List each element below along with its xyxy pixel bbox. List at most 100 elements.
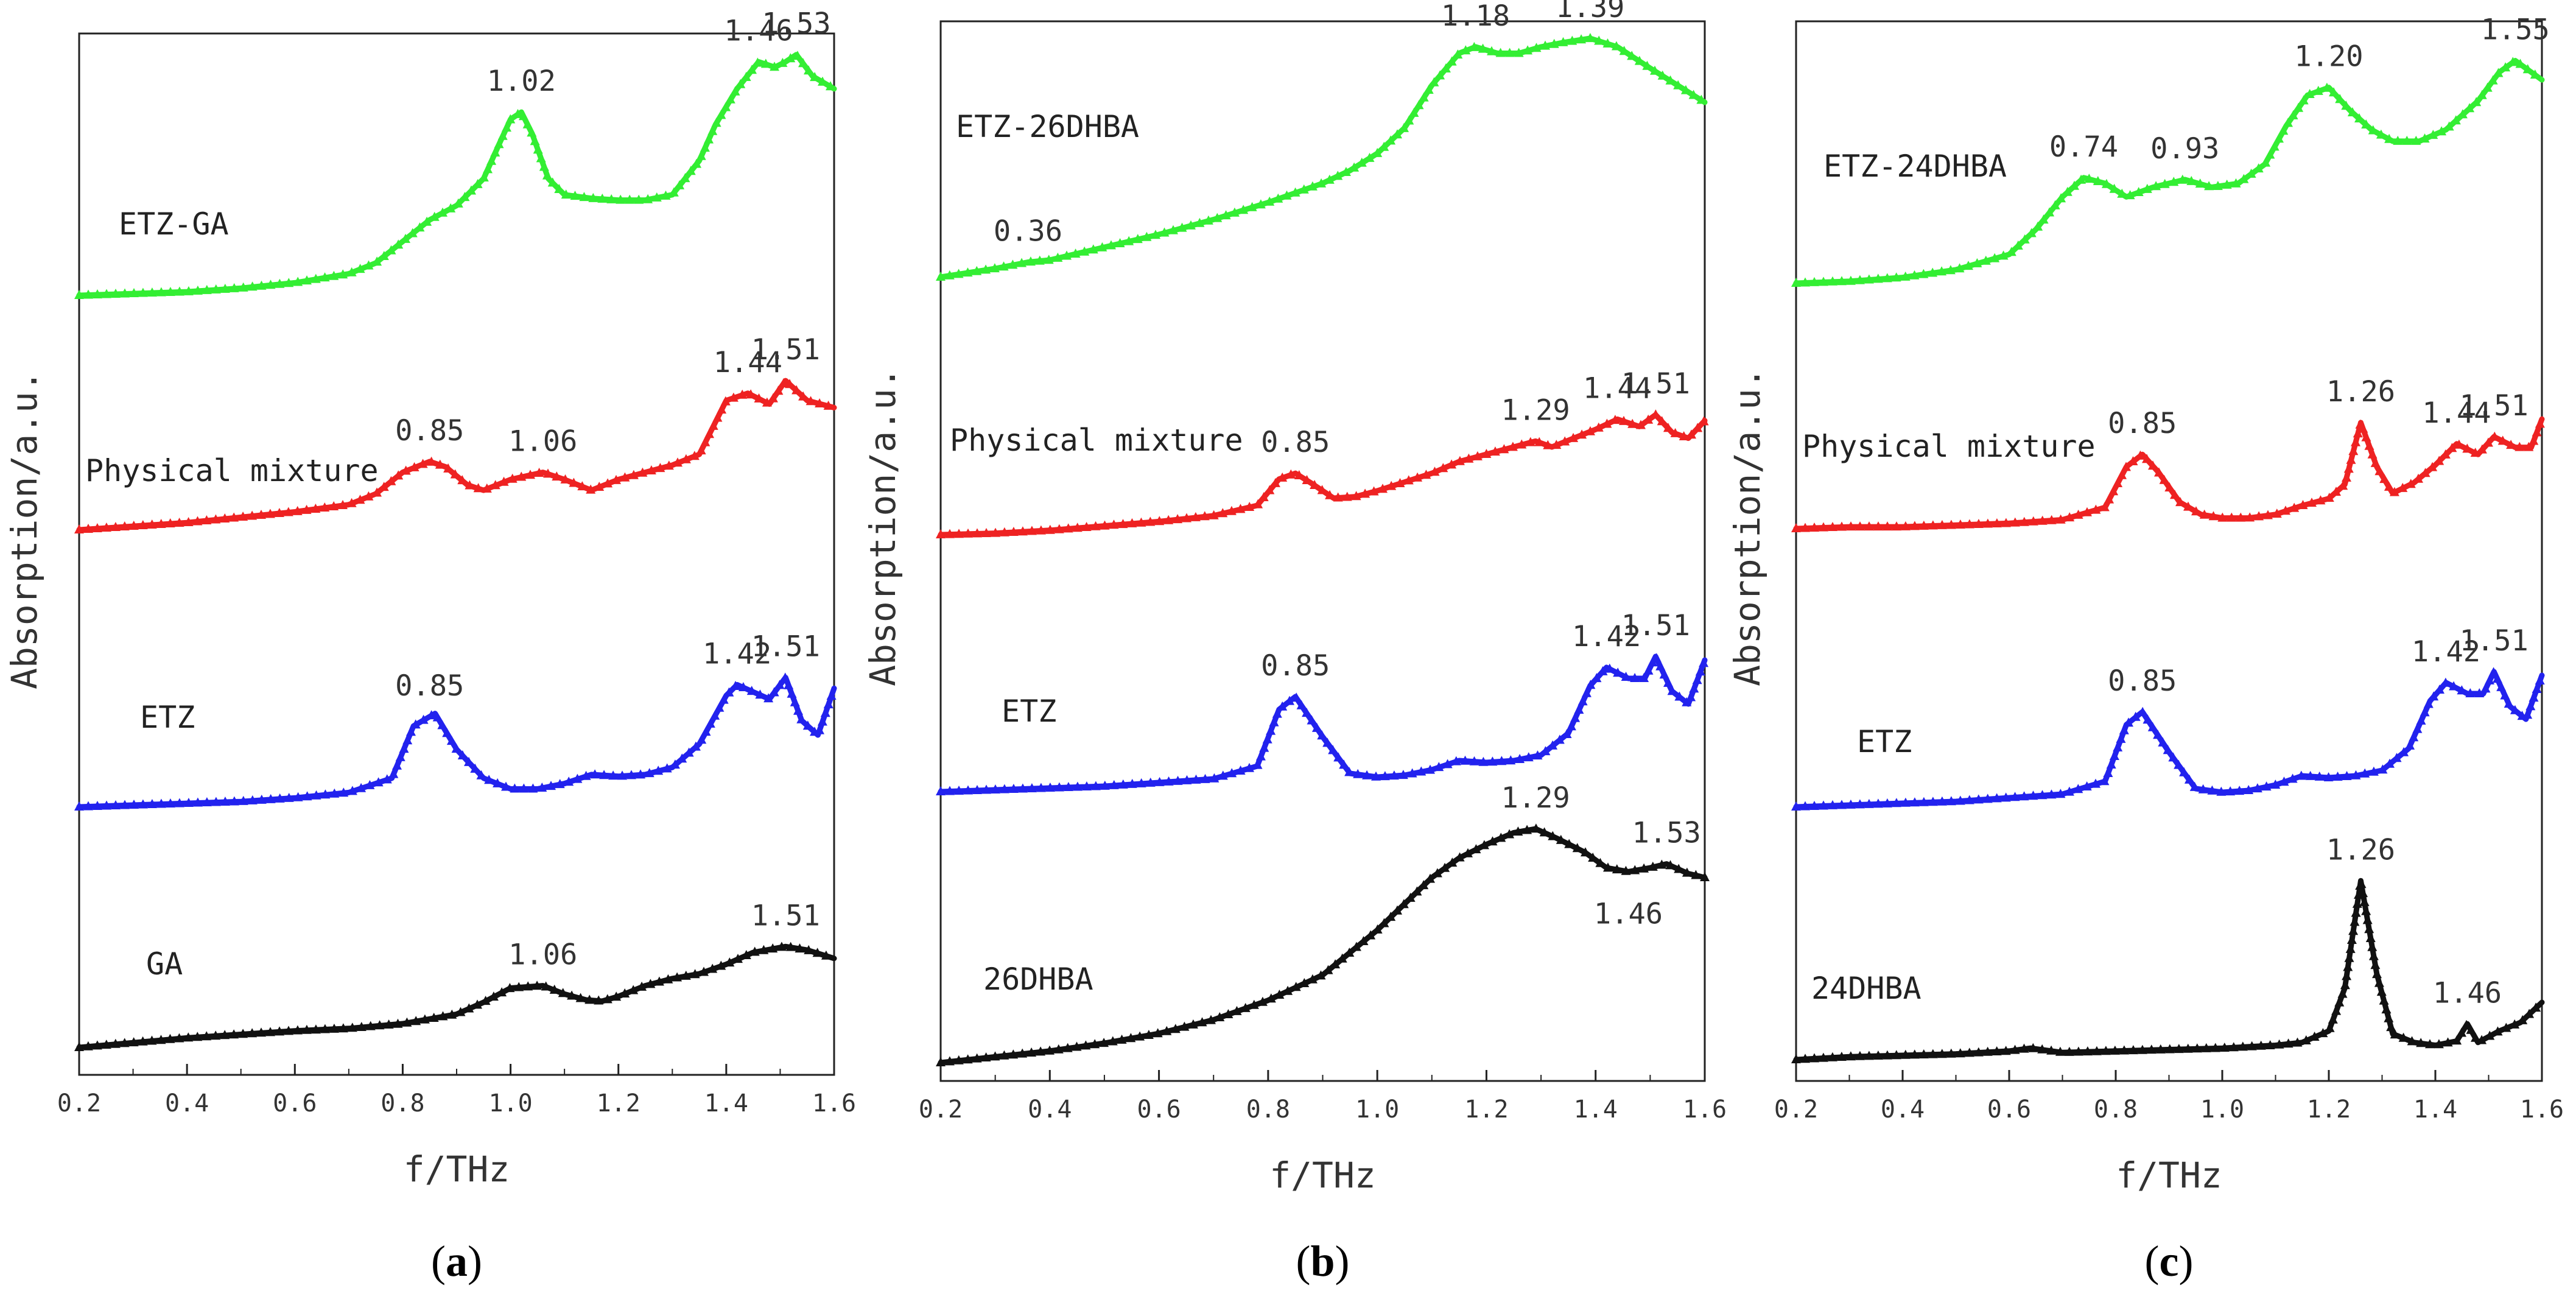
data-marker [2309, 1032, 2320, 1041]
data-marker [1451, 756, 1461, 765]
data-marker [2356, 879, 2367, 889]
data-marker [482, 483, 492, 493]
x-tick-label: 1.4 [2413, 1096, 2457, 1124]
x-tick-label: 1.2 [1464, 1096, 1508, 1124]
data-marker [2287, 773, 2298, 783]
data-marker [1266, 993, 1276, 1003]
data-marker [2315, 495, 2326, 505]
data-marker [102, 800, 111, 810]
data-marker [1232, 1005, 1242, 1015]
data-marker [1127, 518, 1137, 527]
data-marker [1613, 667, 1623, 677]
data-marker [2361, 906, 2371, 915]
data-marker [728, 392, 739, 402]
data-marker [755, 689, 765, 699]
data-marker [1351, 941, 1361, 951]
series-24dhba: 24DHBA 1.26 1.46 [1791, 833, 2545, 1063]
data-marker [1873, 521, 1883, 531]
peak-label: 0.74 [2049, 130, 2118, 164]
data-marker [738, 682, 748, 691]
data-marker [1307, 974, 1318, 984]
data-marker [1937, 1049, 1947, 1058]
data-marker [183, 286, 194, 295]
data-marker [192, 1032, 203, 1041]
data-marker [1673, 80, 1683, 90]
data-marker [2343, 962, 2353, 971]
x-tick-label: 0.6 [273, 1089, 317, 1117]
series-label: ETZ [140, 700, 195, 735]
data-marker [1460, 755, 1470, 765]
data-marker [1487, 756, 1498, 766]
data-marker [2440, 677, 2451, 687]
data-marker [2142, 454, 2152, 463]
data-marker [2069, 180, 2079, 190]
data-marker [2019, 791, 2029, 801]
data-marker [1680, 85, 1691, 94]
data-marker [1657, 416, 1667, 426]
data-marker [1909, 797, 1920, 807]
data-marker [1395, 478, 1405, 487]
data-marker [1634, 55, 1644, 65]
data-marker [472, 999, 482, 1009]
data-marker [1151, 230, 1160, 239]
data-marker [2470, 448, 2480, 457]
data-marker [1392, 905, 1402, 915]
data-marker [733, 954, 743, 963]
data-marker [954, 786, 964, 795]
data-marker [1182, 513, 1191, 523]
data-marker [1389, 770, 1399, 780]
data-marker [669, 187, 679, 197]
data-marker [1564, 839, 1574, 848]
series-label: ETZ-GA [119, 206, 229, 242]
data-marker [2056, 193, 2066, 203]
data-marker [525, 470, 535, 479]
data-marker [2281, 505, 2290, 515]
data-marker [2368, 766, 2379, 776]
data-marker [802, 720, 813, 730]
data-marker [1223, 1009, 1234, 1018]
data-marker [2247, 1041, 2257, 1050]
data-marker [494, 139, 504, 149]
data-marker [680, 173, 690, 183]
data-marker [953, 1055, 964, 1064]
data-marker [2237, 1041, 2248, 1051]
data-marker [1621, 672, 1631, 681]
data-marker [689, 451, 700, 460]
data-marker [1339, 759, 1349, 769]
data-marker [1873, 798, 1883, 808]
data-marker [611, 991, 622, 1001]
data-marker [705, 718, 715, 728]
data-marker [1053, 252, 1063, 262]
data-marker [507, 473, 518, 483]
data-marker [2151, 181, 2161, 191]
data-marker [2082, 1046, 2093, 1056]
data-marker [1543, 440, 1553, 449]
data-marker [2124, 717, 2133, 727]
data-marker [626, 770, 636, 779]
data-marker [1369, 486, 1379, 496]
data-marker [1665, 860, 1676, 870]
data-marker [2254, 511, 2264, 521]
data-marker [561, 189, 571, 199]
data-marker [2522, 64, 2533, 74]
data-marker [1619, 415, 1629, 425]
data-marker [202, 797, 212, 806]
data-marker [1455, 852, 1465, 862]
data-marker [1659, 669, 1669, 679]
data-marker [1244, 762, 1254, 772]
data-marker [2374, 977, 2384, 987]
data-marker [1398, 770, 1408, 779]
data-marker [1342, 491, 1352, 501]
data-marker [402, 735, 413, 745]
data-marker [1238, 205, 1249, 214]
data-marker [1173, 775, 1183, 785]
data-marker [1062, 1043, 1073, 1052]
data-marker [2325, 1022, 2335, 1032]
peak-label: 0.36 [994, 215, 1062, 248]
data-marker [2420, 707, 2430, 717]
peak-label: 1.29 [1501, 393, 1570, 427]
data-marker [1463, 848, 1473, 857]
data-marker [2265, 149, 2275, 159]
data-marker [165, 518, 175, 527]
data-marker [1404, 115, 1414, 125]
